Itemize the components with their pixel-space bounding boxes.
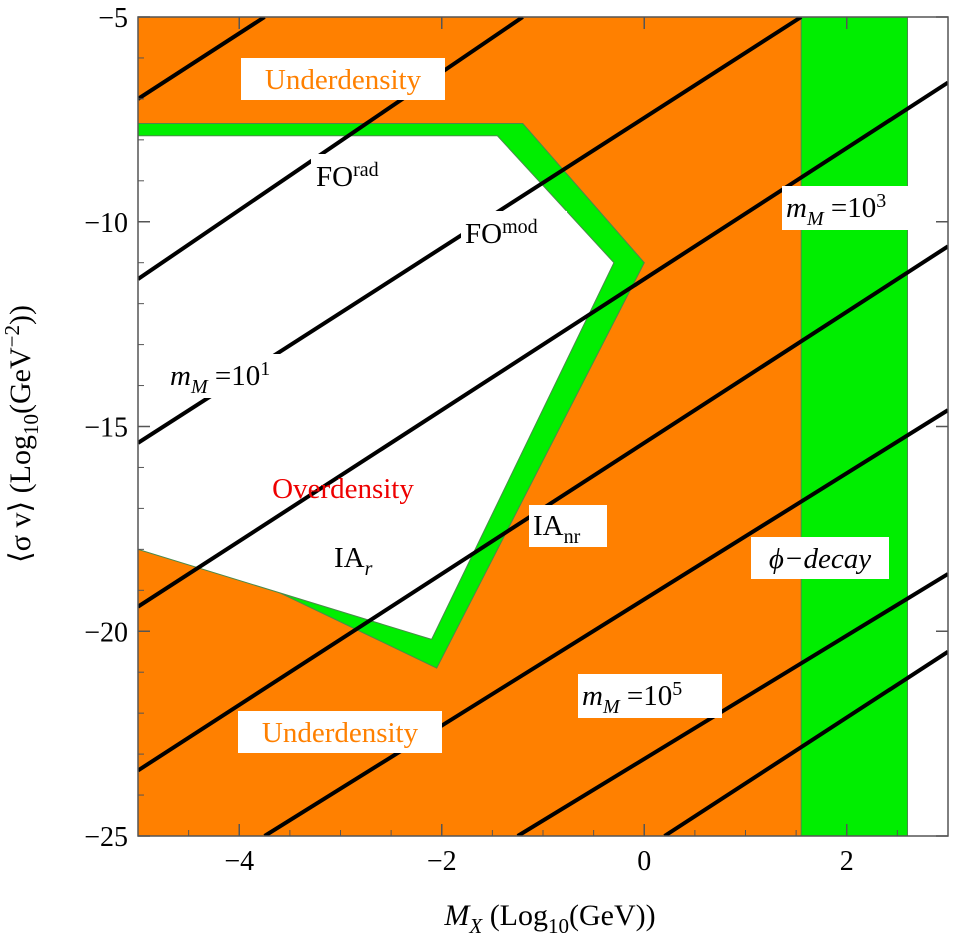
- y-axis-title: ⟨σ v⟩ (Log10(GeV−2)): [0, 305, 43, 563]
- m1-label: mM =101: [164, 354, 310, 398]
- contour-line-4: [138, 80, 948, 609]
- svg-text:Underdensity: Underdensity: [265, 64, 422, 96]
- plot-area: [138, 17, 948, 836]
- contour-line-6: [263, 408, 948, 836]
- x-tick-label: −4: [224, 846, 254, 877]
- svg-text:ϕ−decay: ϕ−decay: [769, 543, 871, 575]
- svg-text:IAnr: IAnr: [533, 510, 581, 548]
- contour-line-2: [138, 17, 524, 281]
- axis-ticks: −4 −2 0 2−5−10−15−20−25: [84, 3, 949, 877]
- svg-text:Underdensity: Underdensity: [262, 717, 419, 749]
- underdensity-bottom-label: Underdensity: [238, 711, 442, 753]
- m5-label: mM =105: [578, 674, 722, 718]
- svg-text:mM =101: mM =101: [170, 358, 270, 398]
- y-tick-label: −20: [84, 617, 128, 648]
- x-tick-label: 2: [840, 846, 854, 877]
- fo-rad-label: FOrad: [311, 154, 419, 196]
- svg-text:FOmod: FOmod: [465, 216, 538, 250]
- y-tick-label: −5: [98, 3, 128, 34]
- ia-r-label: IAr: [330, 537, 390, 580]
- decay-band: [800, 17, 908, 836]
- m3-label: mM =103: [782, 186, 916, 230]
- svg-text:mM =103: mM =103: [786, 190, 886, 230]
- underdensity-top-label: Underdensity: [241, 58, 445, 100]
- svg-text:IAr: IAr: [334, 542, 373, 580]
- y-tick-label: −25: [84, 822, 128, 853]
- y-tick-label: −15: [84, 413, 128, 444]
- decay-label: ϕ−decay: [751, 537, 889, 579]
- contour-line-8: [663, 650, 948, 836]
- x-axis-title: MX (Log10(GeV)): [443, 899, 655, 938]
- x-tick-label: −2: [427, 846, 457, 877]
- overdensity-label: Overdensity: [272, 473, 414, 505]
- ia-nr-label: IAnr: [529, 505, 607, 548]
- contour-line-7: [516, 572, 948, 836]
- svg-text:FOrad: FOrad: [316, 159, 379, 193]
- svg-text:Overdensity: Overdensity: [272, 473, 414, 505]
- y-tick-label: −10: [84, 208, 128, 239]
- overdensity-region: [138, 135, 615, 641]
- fo-mod-label: FOmod: [461, 211, 567, 253]
- svg-text:mM =105: mM =105: [582, 678, 682, 718]
- x-tick-label: 0: [637, 846, 651, 877]
- contour-line-1: [138, 17, 266, 101]
